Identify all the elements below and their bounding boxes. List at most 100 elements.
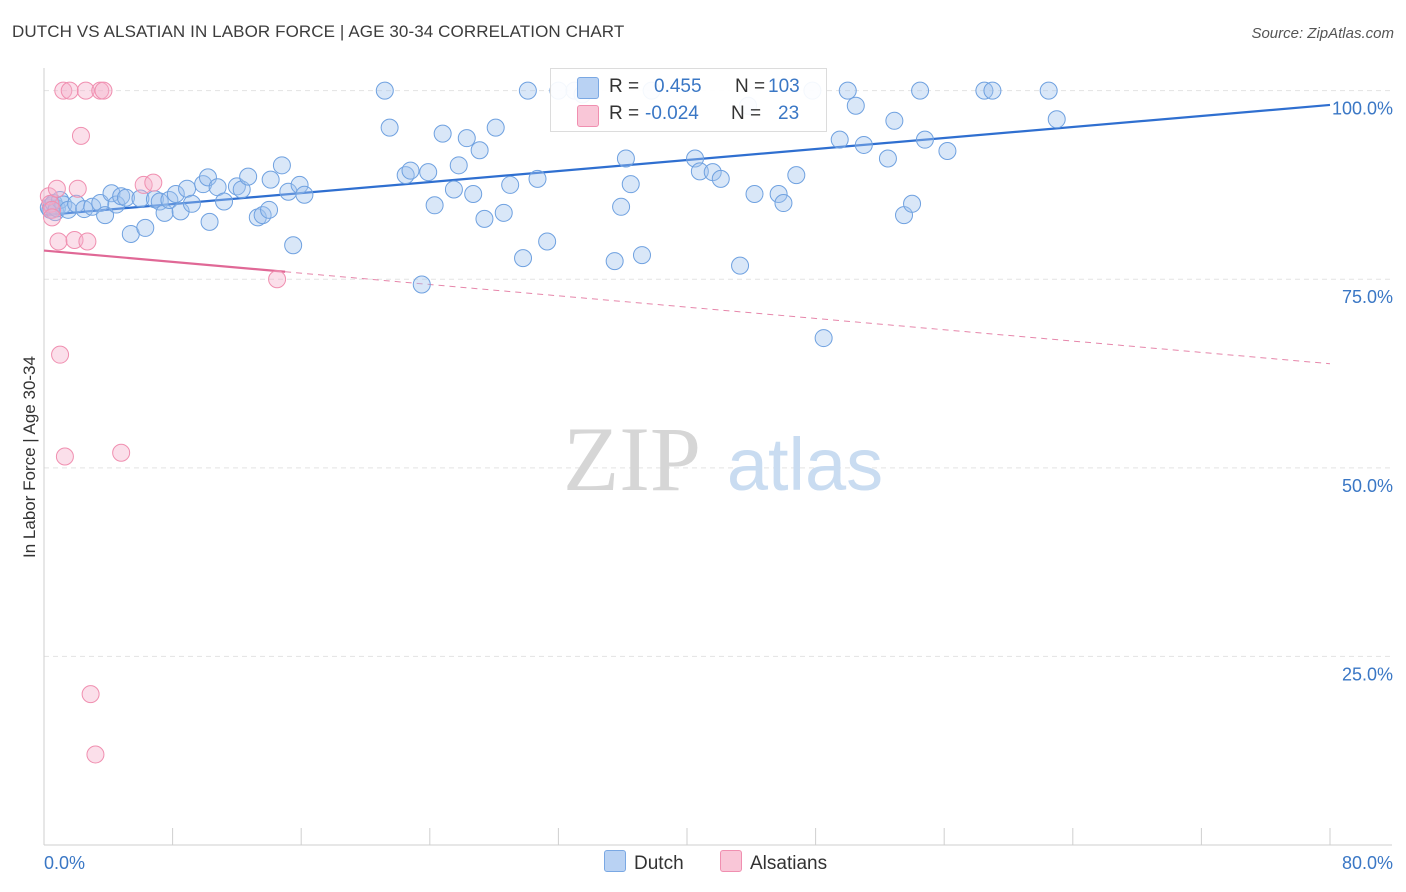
dutch-point (605, 252, 624, 271)
dutch-n-label: N = (735, 76, 766, 97)
dutch-point (401, 161, 420, 180)
legend-row-dutch: R = 0.455 N = 103 (551, 72, 826, 102)
watermark-atlas: atlas (727, 423, 883, 506)
alsatians-point (60, 81, 79, 100)
tick-labels: 100.0% 75.0% 50.0% 25.0% 0.0% 80.0% (44, 99, 1393, 873)
dutch-point (838, 81, 857, 100)
dutch-point (107, 195, 126, 214)
dutch-r-value: 0.455 (654, 76, 702, 97)
dutch-point (433, 124, 452, 143)
source-label: Source: ZipAtlas.com (1251, 25, 1394, 42)
watermark-zip: ZIP (563, 408, 701, 510)
dutch-point (261, 170, 280, 189)
dutch-point (486, 118, 505, 137)
dutch-point (131, 189, 150, 208)
alsatians-point (49, 232, 68, 251)
dutch-point (514, 249, 533, 268)
dutch-point (375, 81, 394, 100)
alsatians-point (43, 200, 62, 219)
alsatians-point (268, 270, 287, 289)
dutch-r-label: R = (609, 76, 640, 97)
dutch-point (419, 163, 438, 182)
dutch-point (444, 180, 463, 199)
alsatians-point (51, 345, 70, 364)
x-tick-label: 80.0% (1342, 853, 1393, 873)
dutch-point (470, 141, 489, 160)
dutch-swatch-icon (577, 77, 599, 99)
alsatians-legend-label: Alsatians (750, 853, 828, 874)
dutch-point (501, 175, 520, 194)
dutch-point (284, 236, 303, 255)
dutch-point (272, 156, 291, 175)
alsatians-point (47, 179, 66, 198)
dutch-point (380, 118, 399, 137)
y-tick-label: 75.0% (1342, 287, 1393, 307)
dutch-point (528, 169, 547, 188)
dutch-point (182, 194, 201, 213)
dutch-point (239, 167, 258, 186)
dutch-point (878, 149, 897, 168)
y-tick-label: 100.0% (1332, 99, 1393, 119)
legend-row-alsatians: R = -0.024 N = 23 (551, 101, 826, 131)
dutch-point (295, 185, 314, 204)
dutch-point (150, 192, 169, 211)
dutch-point (830, 130, 849, 149)
y-tick-label: 25.0% (1342, 664, 1393, 684)
dutch-point (854, 135, 873, 154)
dutch-point (198, 168, 217, 187)
dutch-point (215, 192, 234, 211)
alsatians-point (71, 126, 90, 145)
dutch-point (690, 162, 709, 181)
dutch-point (774, 194, 793, 213)
alsatians-trend-line-extension (285, 271, 1331, 365)
gridlines (43, 90, 1392, 845)
dutch-point (745, 184, 764, 203)
dutch-point (412, 275, 431, 294)
chart-title: DUTCH VS ALSATIAN IN LABOR FORCE | AGE 3… (12, 22, 625, 41)
dutch-point (178, 179, 197, 198)
dutch-point (494, 203, 513, 222)
dutch-point (449, 156, 468, 175)
alsatians-r-label: R = (609, 103, 640, 124)
watermark: ZIP atlas (563, 408, 883, 510)
dutch-point (538, 232, 557, 251)
alsatians-trend-line (43, 249, 286, 273)
alsatians-point (65, 230, 84, 249)
dutch-point (166, 184, 185, 203)
correlation-legend: R = 0.455 N = 103 R = -0.024 N = 23 (550, 68, 827, 132)
y-tick-label: 50.0% (1342, 476, 1393, 496)
dutch-point (260, 200, 279, 219)
x-tick-label: 0.0% (44, 853, 85, 873)
dutch-point (632, 246, 651, 265)
dutch-point (846, 96, 865, 115)
alsatians-point (54, 81, 73, 100)
dutch-point (116, 188, 135, 207)
alsatians-point (55, 447, 74, 466)
data-points (39, 81, 1066, 764)
alsatians-point (41, 194, 60, 213)
dutch-point (911, 81, 930, 100)
dutch-legend-icon (604, 850, 626, 872)
dutch-point (711, 169, 730, 188)
dutch-point (621, 175, 640, 194)
alsatians-point (144, 173, 163, 192)
dutch-legend-label: Dutch (634, 853, 684, 874)
dutch-point (457, 129, 476, 148)
alsatians-point (86, 745, 105, 764)
dutch-point (903, 194, 922, 213)
alsatians-n-value: 23 (778, 103, 800, 124)
dutch-point (983, 81, 1002, 100)
bottom-legend-dutch: Dutch (604, 850, 684, 875)
alsatians-point (81, 685, 100, 704)
alsatians-point (76, 81, 95, 100)
alsatians-point (43, 208, 62, 227)
dutch-point (96, 206, 115, 225)
dutch-point (200, 212, 219, 231)
dutch-point (102, 184, 121, 203)
trend-lines (43, 103, 1331, 365)
y-axis-label: In Labor Force | Age 30-34 (20, 356, 39, 558)
bottom-legend-alsatians: Alsatians (720, 850, 827, 875)
alsatians-swatch-icon (577, 105, 599, 127)
dutch-point (54, 195, 73, 214)
